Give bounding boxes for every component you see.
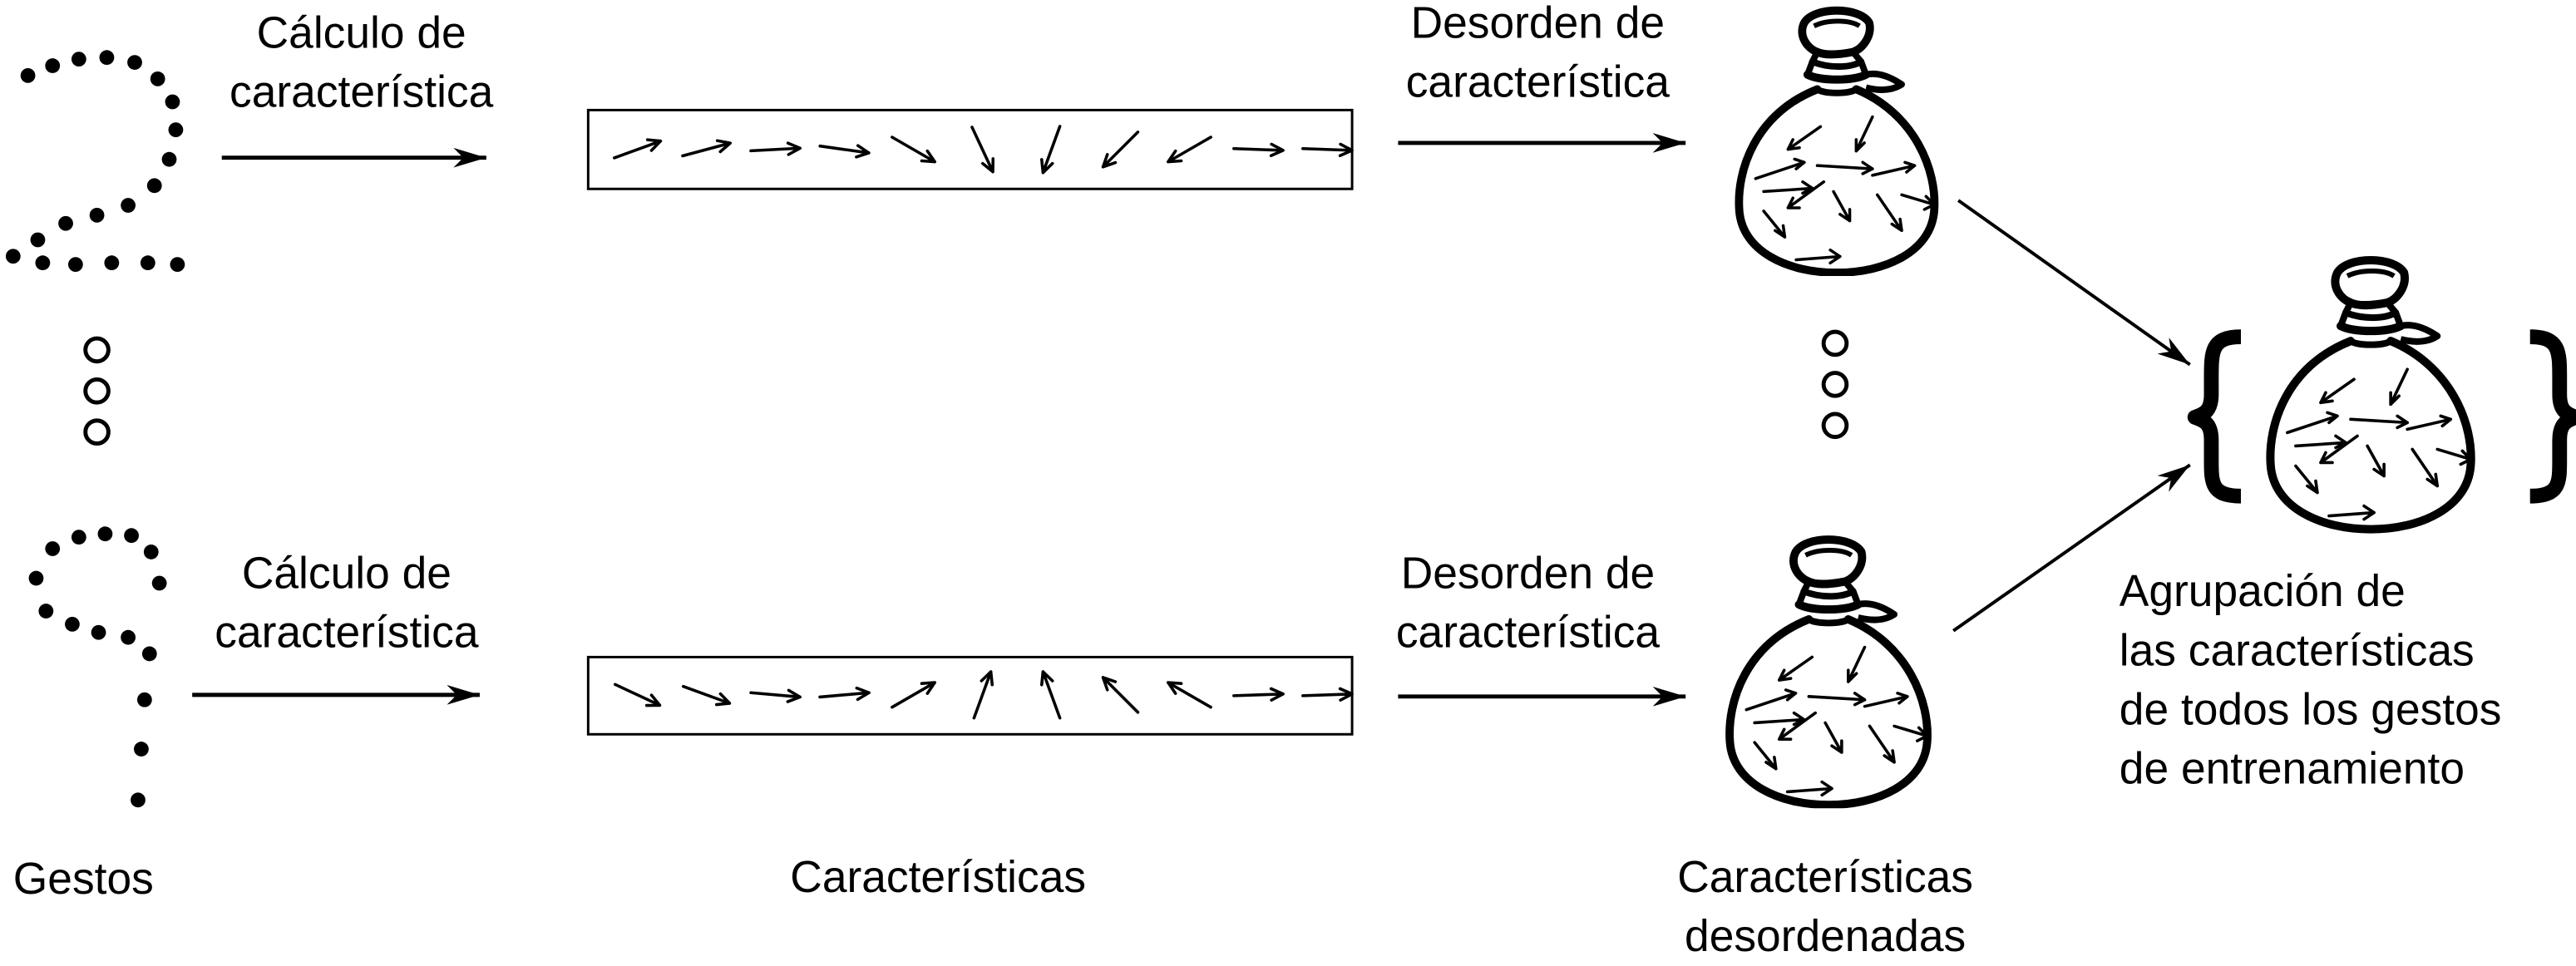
shuffled-caption-line1: Características	[1677, 852, 1973, 902]
feature-top-arrow-icon	[749, 141, 802, 156]
gestures-caption: Gestos	[12, 854, 154, 904]
feature-top-arrow-icon	[612, 138, 663, 160]
feature-bottom-arrow-icon	[891, 681, 936, 709]
feature-bottom-arrow-icon	[1101, 676, 1140, 714]
feature-box-bottom	[586, 655, 1354, 736]
bag-icon-pool	[2270, 260, 2470, 530]
shuffled-caption-line2: desordenadas	[1685, 911, 1967, 961]
feature-bottom-arrow-icon	[1167, 681, 1212, 709]
calc-label-top-line1: Cálculo de	[256, 7, 466, 58]
feature-bottom-arrow-icon	[681, 684, 732, 707]
calc-label-bottom-line2: característica	[215, 608, 479, 658]
feature-arrows-top	[612, 125, 1354, 175]
bag-ellipsis-dots	[1821, 329, 1849, 440]
feature-bottom-arrow-icon	[1232, 687, 1285, 702]
shuffle-label-bottom-line1: Desorden de	[1400, 548, 1656, 599]
gesture-top-dot-path	[5, 50, 185, 273]
feature-box-top	[586, 108, 1354, 190]
feature-arrows-bottom	[613, 670, 1354, 720]
feature-top-arrow-icon	[681, 139, 732, 158]
bag-icon-top	[1739, 11, 1934, 273]
left-brace-icon	[2187, 329, 2242, 504]
bag-icon-bottom	[1730, 540, 1927, 805]
feature-bottom-arrow-icon	[972, 670, 994, 720]
shuffle-label-bottom: Desorden de característica	[1350, 544, 1705, 662]
features-caption: Características	[790, 852, 1087, 902]
calc-label-bottom: Cálculo de característica	[170, 544, 525, 662]
gesture-ellipsis-dots	[83, 336, 111, 446]
feature-bottom-arrow-icon	[613, 683, 662, 707]
pool-arrow-bottom	[1952, 463, 2191, 633]
pool-caption: Agrupación de las características de tod…	[2120, 562, 2502, 799]
feature-top-arrow-icon	[818, 144, 871, 159]
feature-bottom-arrow-icon	[818, 686, 871, 702]
feature-top-arrow-icon	[1232, 142, 1285, 158]
feature-top-arrow-icon	[1167, 136, 1212, 164]
pool-caption-line4: de entrenamiento	[2119, 744, 2465, 794]
pool-caption-line3: de todos los gestos	[2119, 684, 2502, 735]
feature-bottom-arrow-icon	[1301, 687, 1354, 702]
right-brace-icon	[2529, 329, 2576, 504]
shuffle-label-top-line2: característica	[1405, 57, 1670, 107]
calc-label-top-line2: característica	[229, 67, 494, 117]
feature-top-arrow-icon	[1040, 125, 1062, 175]
feature-bottom-arrow-icon	[1040, 670, 1062, 720]
shuffle-label-top: Desorden de característica	[1360, 0, 1715, 111]
gesture-bottom-dot-path	[28, 526, 167, 808]
calc-label-bottom-line1: Cálculo de	[241, 548, 452, 599]
shuffle-label-bottom-line2: característica	[1395, 608, 1661, 658]
pool-caption-line2: las características	[2119, 625, 2475, 676]
shuffle-label-top-line1: Desorden de	[1410, 0, 1666, 48]
calc-label-top: Cálculo de característica	[184, 3, 539, 121]
feature-top-arrow-icon	[1101, 131, 1140, 169]
feature-top-arrow-icon	[891, 136, 936, 164]
feature-top-arrow-icon	[1301, 142, 1354, 158]
pool-arrow-top	[1957, 199, 2191, 367]
pool-caption-line1: Agrupación de	[2119, 566, 2406, 616]
feature-top-arrow-icon	[970, 126, 995, 174]
shuffled-features-caption: Características desordenadas	[1610, 848, 2041, 966]
feature-bottom-arrow-icon	[749, 688, 802, 703]
